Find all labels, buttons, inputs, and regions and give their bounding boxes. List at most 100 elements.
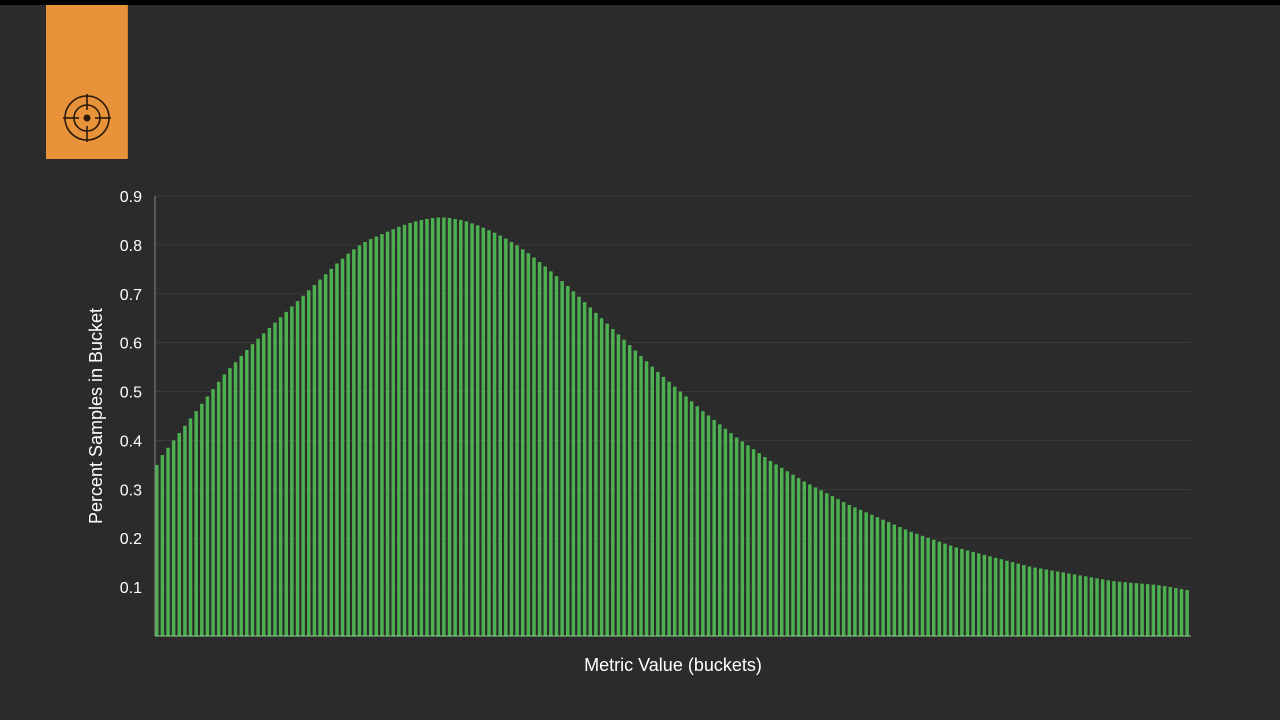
bar xyxy=(323,274,328,636)
bar xyxy=(881,519,885,636)
bar xyxy=(678,391,683,636)
bar xyxy=(611,328,615,636)
y-tick-label: 0.8 xyxy=(120,238,142,255)
bar xyxy=(1168,587,1172,636)
bar xyxy=(374,236,379,636)
bar xyxy=(892,524,897,636)
bar xyxy=(549,271,553,636)
bar xyxy=(1084,576,1088,636)
bar xyxy=(802,481,806,636)
bar xyxy=(1078,575,1082,636)
y-tick-label: 0.5 xyxy=(120,385,142,402)
bar xyxy=(414,221,418,637)
y-tick-label: 0.3 xyxy=(120,482,142,499)
bar xyxy=(656,372,660,636)
bar xyxy=(436,217,441,636)
y-tick-label: 0.9 xyxy=(120,189,142,206)
bar xyxy=(211,389,215,636)
bar xyxy=(661,376,666,636)
bar xyxy=(633,350,638,636)
bar xyxy=(228,368,232,636)
y-axis-title: Percent Samples in Bucket xyxy=(86,308,106,524)
bars xyxy=(155,217,1189,637)
bar xyxy=(470,223,474,636)
bar xyxy=(813,487,818,636)
bar xyxy=(718,424,722,636)
bar xyxy=(1089,577,1094,636)
bar xyxy=(796,478,801,636)
bar xyxy=(509,241,514,636)
bar xyxy=(1016,563,1020,636)
bar xyxy=(453,218,457,637)
bar xyxy=(408,222,412,636)
bar xyxy=(695,406,700,636)
bar xyxy=(1005,560,1009,636)
bar xyxy=(875,517,880,636)
bar xyxy=(171,440,176,636)
bar xyxy=(689,401,694,636)
bar xyxy=(993,557,998,636)
bar xyxy=(464,221,469,637)
bar xyxy=(284,311,288,636)
bar xyxy=(701,411,705,636)
bar xyxy=(1134,583,1139,636)
bar xyxy=(1100,579,1105,636)
crosshair-target-icon xyxy=(63,94,111,142)
bar xyxy=(841,502,846,636)
y-tick-label: 0.7 xyxy=(120,287,142,304)
bar xyxy=(819,490,823,636)
bar xyxy=(329,268,334,636)
bar xyxy=(616,334,621,636)
bar xyxy=(554,276,559,636)
bar xyxy=(847,504,852,636)
bar xyxy=(267,328,272,636)
bar xyxy=(526,253,531,636)
bar xyxy=(898,526,902,636)
bar xyxy=(757,453,761,636)
bar xyxy=(746,445,750,636)
bar xyxy=(577,296,581,636)
top-strip xyxy=(0,0,1280,5)
bar xyxy=(627,345,632,636)
bar xyxy=(1123,582,1127,636)
bar xyxy=(177,433,182,636)
bar xyxy=(903,529,908,636)
bar xyxy=(216,381,221,636)
bar xyxy=(363,241,367,636)
bar xyxy=(385,231,390,636)
bar xyxy=(937,541,942,636)
y-tick-labels: 0.1 0.2 0.3 0.4 0.5 0.6 0.7 0.8 0.9 xyxy=(120,189,142,597)
bar xyxy=(763,457,767,636)
bar xyxy=(960,548,964,636)
y-tick-label: 0.2 xyxy=(120,531,142,548)
bar xyxy=(447,218,452,636)
bar xyxy=(706,415,711,636)
bar xyxy=(599,318,604,636)
bar xyxy=(560,281,564,636)
bar xyxy=(419,219,424,636)
bar xyxy=(245,350,249,636)
bar xyxy=(836,499,840,636)
bar xyxy=(1145,584,1150,636)
bar xyxy=(459,219,463,636)
bar xyxy=(971,551,975,636)
bar xyxy=(1027,566,1032,636)
bar xyxy=(307,290,311,636)
bar xyxy=(166,447,170,636)
bar xyxy=(425,218,429,637)
bar xyxy=(295,301,300,636)
bar xyxy=(498,235,502,636)
bar xyxy=(222,374,227,636)
orange-badge xyxy=(46,5,128,159)
bar xyxy=(1151,584,1156,636)
bar xyxy=(1038,568,1043,636)
bar xyxy=(853,507,857,636)
bar xyxy=(233,362,238,636)
bar xyxy=(380,234,384,636)
bar xyxy=(475,225,480,636)
bar xyxy=(858,509,863,636)
bar xyxy=(430,218,435,636)
bar xyxy=(779,467,784,636)
x-axis-title: Metric Value (buckets) xyxy=(584,655,762,675)
